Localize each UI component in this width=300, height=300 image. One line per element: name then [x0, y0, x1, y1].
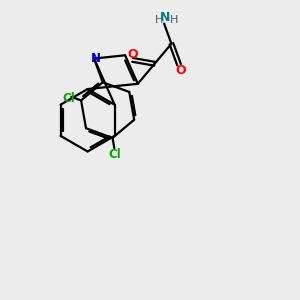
- Text: Cl: Cl: [108, 148, 121, 161]
- Text: H: H: [154, 15, 163, 25]
- Text: H: H: [169, 15, 178, 25]
- Text: O: O: [175, 64, 186, 76]
- Text: O: O: [127, 48, 138, 61]
- Text: N: N: [160, 11, 170, 24]
- Text: N: N: [91, 52, 100, 65]
- Text: Cl: Cl: [63, 92, 75, 105]
